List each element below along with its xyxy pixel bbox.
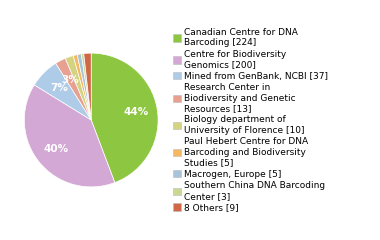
Wedge shape <box>91 53 158 183</box>
Wedge shape <box>84 53 91 120</box>
Wedge shape <box>56 58 91 120</box>
Legend: Canadian Centre for DNA
Barcoding [224], Centre for Biodiversity
Genomics [200],: Canadian Centre for DNA Barcoding [224],… <box>173 28 328 212</box>
Wedge shape <box>81 54 91 120</box>
Text: 40%: 40% <box>44 144 69 154</box>
Wedge shape <box>77 54 91 120</box>
Wedge shape <box>24 85 115 187</box>
Text: 7%: 7% <box>50 83 68 93</box>
Wedge shape <box>34 63 91 120</box>
Wedge shape <box>65 56 91 120</box>
Text: 44%: 44% <box>124 107 149 117</box>
Text: 3%: 3% <box>62 75 79 85</box>
Wedge shape <box>73 55 91 120</box>
